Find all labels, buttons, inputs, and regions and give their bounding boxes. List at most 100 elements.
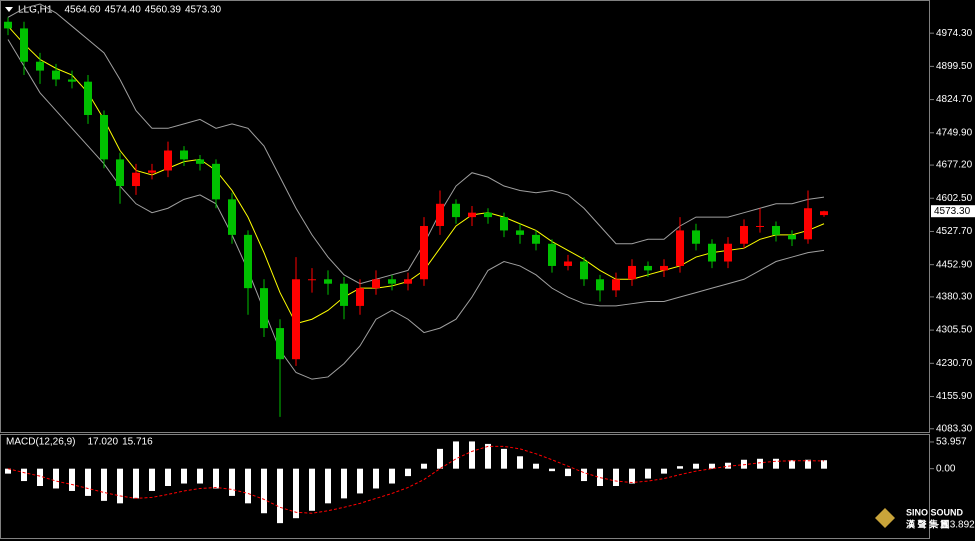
macd-bar: [341, 468, 347, 499]
chart-title: LLG,H1: [18, 5, 53, 16]
macd-bar: [117, 468, 123, 504]
y-tick-label: 4155.90: [936, 391, 973, 402]
macd-bar: [661, 468, 667, 474]
candle-body: [740, 225, 748, 244]
macd-bar: [53, 468, 59, 489]
macd-bar: [101, 468, 107, 501]
y-tick-label: 4602.50: [936, 193, 973, 204]
macd-bar: [629, 468, 635, 484]
macd-frame: [0, 434, 930, 539]
logo: SINO SOUND 漢 聲 集 團: [875, 507, 964, 529]
header-value: 4564.60: [64, 5, 101, 16]
y-tick-label: 4824.70: [936, 94, 973, 105]
macd-bar: [133, 468, 139, 499]
macd-bar: [469, 441, 475, 469]
macd-bar: [533, 463, 539, 469]
macd-bar: [197, 468, 203, 484]
macd-bar: [485, 443, 491, 469]
macd-bar: [245, 468, 251, 504]
macd-bar: [69, 468, 75, 491]
y-tick-label: 4899.50: [936, 61, 973, 72]
candle-body: [116, 159, 124, 187]
candle-body: [100, 114, 108, 160]
candle-body: [52, 70, 60, 80]
candle-body: [132, 172, 140, 187]
candle-body: [308, 279, 316, 281]
candle-body: [260, 288, 268, 329]
macd-bar: [213, 468, 219, 489]
candle-body: [436, 203, 444, 226]
candle-body: [676, 230, 684, 266]
macd-bar: [309, 468, 315, 511]
last-price-box: [931, 205, 975, 218]
chart-title: MACD(12,26,9): [6, 437, 75, 448]
candle-body: [820, 211, 828, 216]
macd-bar: [437, 448, 443, 469]
candle-body: [804, 208, 812, 240]
candle-body: [660, 265, 668, 271]
header-value: 17.020: [87, 437, 118, 448]
candle-body: [196, 159, 204, 164]
y-tick-label: 53.957: [936, 437, 967, 448]
candle-body: [228, 199, 236, 235]
macd-bar: [229, 468, 235, 496]
menu-triangle[interactable]: [5, 7, 13, 12]
logo-icon: [875, 508, 895, 528]
candle-body: [708, 243, 716, 262]
macd-bar: [501, 448, 507, 469]
macd-bar: [293, 468, 299, 519]
price-frame: [0, 0, 930, 433]
logo-subtitle: 漢 聲 集 團: [906, 518, 950, 529]
candle-body: [324, 279, 332, 284]
candle-body: [292, 279, 300, 360]
candle-body: [468, 212, 476, 218]
macd-bar: [645, 468, 651, 479]
macd-bar: [693, 463, 699, 469]
macd-bar: [517, 456, 523, 469]
macd-bar: [261, 468, 267, 514]
signal-line: [7, 445, 825, 514]
y-tick-label: 4677.20: [936, 160, 973, 171]
header-value: 4560.39: [145, 5, 182, 16]
candle-body: [532, 234, 540, 244]
macd-bar: [789, 460, 795, 469]
macd-bar: [677, 466, 683, 469]
candle-body: [372, 279, 380, 289]
candle-body: [596, 279, 604, 291]
candle-body: [68, 79, 76, 82]
candle-body: [516, 230, 524, 235]
candle-body: [564, 261, 572, 266]
macd-bar: [21, 468, 27, 482]
macd-bar: [757, 458, 763, 469]
candle-body: [484, 212, 492, 218]
candle-body: [644, 265, 652, 271]
candle-body: [244, 234, 252, 289]
macd-bar: [357, 468, 363, 494]
y-tick-label: 4749.90: [936, 127, 973, 138]
macd-bar: [277, 468, 283, 524]
candle-body: [420, 225, 428, 280]
candle-body: [4, 21, 12, 29]
y-tick-label: 4452.90: [936, 259, 973, 270]
macd-bar: [373, 468, 379, 489]
candle-body: [788, 234, 796, 240]
macd-bar: [85, 468, 91, 496]
overlay-line: [7, 39, 825, 380]
candle-body: [692, 230, 700, 244]
last-price-label: 4573.30: [934, 206, 971, 217]
candle-body: [772, 225, 780, 235]
macd-bar: [149, 468, 155, 491]
header-value: 4573.30: [185, 5, 222, 16]
candle-body: [452, 203, 460, 218]
candle-body: [756, 225, 764, 227]
macd-bar: [421, 463, 427, 469]
y-tick-label: 4083.30: [936, 423, 973, 434]
macd-bar: [709, 463, 715, 469]
candle-body: [612, 279, 620, 291]
macd-bar: [565, 468, 571, 477]
macd-bar: [725, 462, 731, 469]
candle-body: [404, 279, 412, 284]
macd-bar: [325, 468, 331, 504]
macd-bar: [5, 468, 11, 474]
